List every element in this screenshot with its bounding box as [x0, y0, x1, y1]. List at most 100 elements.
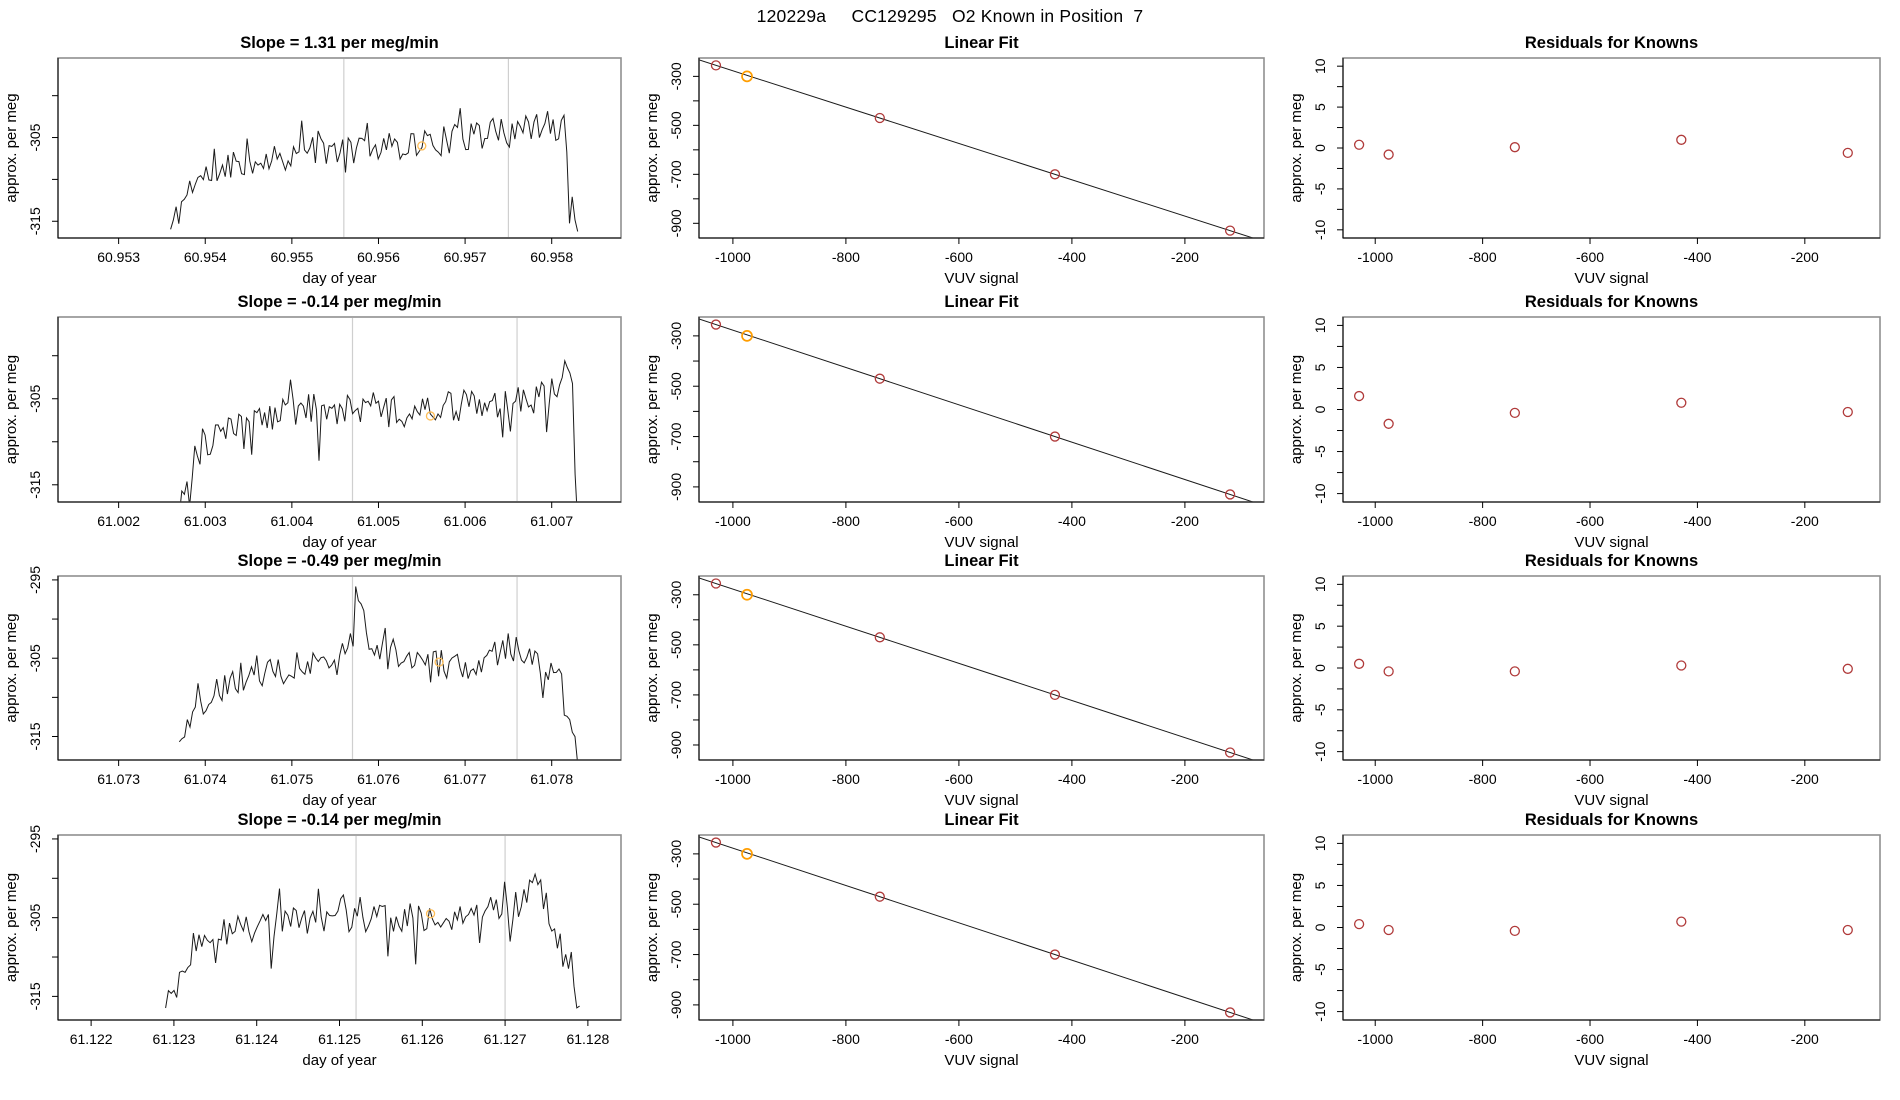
panel-title-r0c2: Residuals for Knowns: [1525, 34, 1698, 52]
x-tick-label: 61.075: [270, 771, 313, 787]
x-axis-title: day of year: [302, 1052, 376, 1069]
y-tick-label: -315: [27, 982, 43, 1010]
x-axis-title: VUV signal: [1574, 270, 1648, 287]
y-tick-label: 0: [1312, 405, 1328, 413]
x-tick-label: -600: [945, 513, 973, 529]
x-tick-label: -400: [1683, 771, 1711, 787]
x-tick-label: -200: [1791, 1031, 1819, 1047]
plot-box: [698, 834, 1265, 1021]
x-tick-label: -200: [1171, 771, 1199, 787]
y-tick-label: -500: [668, 890, 684, 918]
fit-point: [1224, 225, 1236, 236]
x-tick-label: 60.954: [184, 249, 227, 265]
x-tick-label: 61.077: [444, 771, 487, 787]
fit-point: [1049, 949, 1061, 960]
y-axis-title: approx. per meg: [1288, 873, 1305, 982]
x-tick-label: -800: [832, 249, 860, 265]
x-tick-label: -600: [1576, 513, 1604, 529]
fit-line: [699, 59, 1255, 238]
x-tick-label: -1000: [1357, 771, 1393, 787]
y-tick-label: -10: [1312, 483, 1328, 503]
plot-box: [57, 834, 622, 1021]
x-tick-label: -800: [1469, 249, 1497, 265]
y-tick-label: -10: [1312, 741, 1328, 761]
x-tick-label: -600: [1576, 771, 1604, 787]
fit-point: [1049, 431, 1061, 442]
x-axis-title: day of year: [302, 534, 376, 551]
y-tick-label: -5: [1312, 445, 1328, 458]
y-axis-title: approx. per meg: [644, 613, 661, 722]
x-tick-label: 61.127: [484, 1031, 527, 1047]
y-tick-label: -315: [27, 207, 43, 235]
x-tick-label: -1000: [715, 249, 751, 265]
y-tick-label: -315: [27, 722, 43, 750]
x-tick-label: 61.073: [97, 771, 140, 787]
x-tick-label: -800: [832, 771, 860, 787]
y-tick-label: 5: [1312, 103, 1328, 111]
fit-point: [874, 891, 885, 902]
x-axis-title: VUV signal: [1574, 1052, 1648, 1069]
fit-line: [699, 577, 1255, 760]
x-tick-label: 61.002: [97, 513, 140, 529]
x-tick-label: -200: [1791, 513, 1819, 529]
x-tick-label: -200: [1791, 249, 1819, 265]
timeseries-path: [180, 358, 578, 502]
x-tick-label: 60.953: [97, 249, 140, 265]
orange-known-point: [741, 70, 753, 83]
y-tick-label: -5: [1312, 963, 1328, 976]
panel-title-r1c2: Residuals for Knowns: [1525, 293, 1698, 311]
x-tick-label: -200: [1171, 1031, 1199, 1047]
plot-box: [1342, 834, 1881, 1021]
residual-point: [1842, 663, 1853, 674]
x-tick-label: -400: [1058, 249, 1086, 265]
y-tick-label: -900: [668, 209, 684, 237]
x-tick-label: -800: [1469, 1031, 1497, 1047]
x-tick-label: -200: [1171, 249, 1199, 265]
y-tick-label: 0: [1312, 664, 1328, 672]
x-tick-label: -400: [1683, 249, 1711, 265]
timeseries-path: [170, 108, 579, 232]
fit-line: [699, 836, 1255, 1020]
x-axis-title: VUV signal: [1574, 534, 1648, 551]
x-tick-label: -600: [945, 249, 973, 265]
x-tick-label: 61.076: [357, 771, 400, 787]
y-tick-label: 5: [1312, 622, 1328, 630]
y-axis-title: approx. per meg: [1288, 93, 1305, 202]
y-tick-label: -500: [668, 111, 684, 139]
x-axis-title: day of year: [302, 792, 376, 809]
fit-point: [710, 60, 722, 71]
x-axis-title: VUV signal: [944, 270, 1018, 287]
residual-point: [1842, 924, 1853, 936]
y-axis-title: approx. per meg: [644, 355, 661, 464]
x-tick-label: -1000: [715, 771, 751, 787]
plot-box: [698, 575, 1265, 761]
x-axis-title: VUV signal: [1574, 792, 1648, 809]
fit-point: [874, 373, 885, 384]
plot-box: [57, 575, 622, 761]
y-tick-label: -5: [1312, 703, 1328, 716]
x-axis-title: VUV signal: [944, 534, 1018, 551]
x-tick-label: -600: [945, 771, 973, 787]
y-axis-title: approx. per meg: [644, 93, 661, 202]
fit-point: [710, 319, 722, 330]
panel-title-r2c2: Residuals for Knowns: [1525, 552, 1698, 570]
residual-point: [1383, 924, 1394, 936]
timeseries-path: [178, 586, 578, 760]
x-tick-label: 61.124: [235, 1031, 278, 1047]
orange-known-point: [741, 588, 753, 601]
orange-known-point: [741, 848, 753, 860]
residual-point: [1509, 925, 1520, 937]
x-tick-label: -800: [1469, 513, 1497, 529]
orange-marker: [434, 657, 444, 667]
y-tick-label: 10: [1312, 58, 1328, 74]
fit-point: [1049, 689, 1061, 701]
y-axis-title: approx. per meg: [644, 873, 661, 982]
panel-title-r2c0: Slope = -0.49 per meg/min: [237, 552, 441, 570]
x-tick-label: 61.128: [566, 1031, 609, 1047]
panel-title-r0c1: Linear Fit: [944, 34, 1019, 52]
panel-title-r3c2: Residuals for Knowns: [1525, 811, 1698, 829]
x-tick-label: 61.123: [152, 1031, 195, 1047]
residual-point: [1676, 134, 1687, 145]
y-tick-label: -500: [668, 631, 684, 659]
